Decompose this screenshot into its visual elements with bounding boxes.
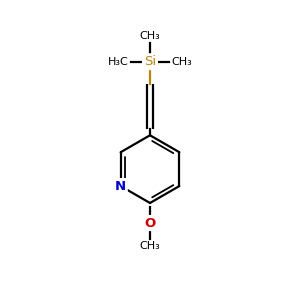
- Text: CH₃: CH₃: [172, 57, 192, 67]
- Text: Si: Si: [144, 55, 156, 68]
- Text: N: N: [115, 180, 126, 193]
- Text: O: O: [144, 217, 156, 230]
- Text: CH₃: CH₃: [140, 31, 160, 41]
- Text: CH₃: CH₃: [140, 241, 160, 251]
- Text: H₃C: H₃C: [108, 57, 128, 67]
